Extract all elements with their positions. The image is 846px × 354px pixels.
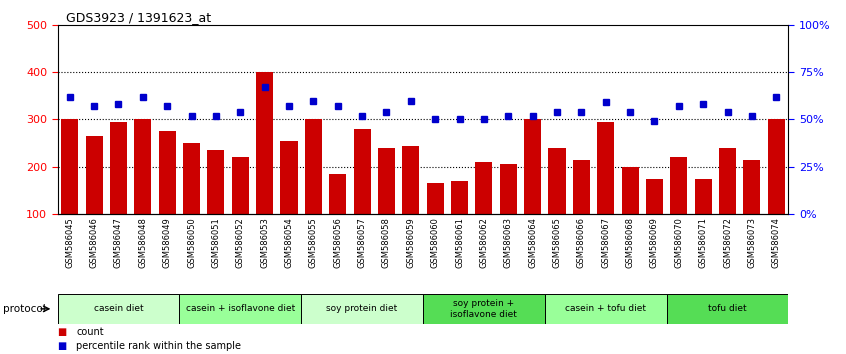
Bar bbox=[622, 167, 639, 214]
Text: GDS3923 / 1391623_at: GDS3923 / 1391623_at bbox=[66, 11, 212, 24]
Text: protocol: protocol bbox=[3, 304, 46, 314]
Bar bbox=[159, 131, 176, 214]
Text: soy protein diet: soy protein diet bbox=[327, 304, 398, 313]
Bar bbox=[719, 148, 736, 214]
Bar bbox=[135, 119, 151, 214]
Bar bbox=[354, 129, 371, 214]
Bar bbox=[403, 145, 420, 214]
Bar bbox=[61, 119, 78, 214]
Bar bbox=[695, 179, 711, 214]
Bar bbox=[256, 72, 273, 214]
Bar bbox=[232, 157, 249, 214]
Bar bbox=[475, 162, 492, 214]
Bar bbox=[58, 294, 179, 324]
Bar bbox=[179, 294, 301, 324]
Text: ■: ■ bbox=[58, 327, 67, 337]
Bar bbox=[667, 294, 788, 324]
Text: count: count bbox=[76, 327, 104, 337]
Text: ■: ■ bbox=[58, 341, 67, 350]
Bar bbox=[670, 157, 687, 214]
Bar bbox=[281, 141, 298, 214]
Bar bbox=[646, 179, 663, 214]
Bar bbox=[548, 148, 565, 214]
Bar bbox=[329, 174, 346, 214]
Bar bbox=[451, 181, 468, 214]
Bar bbox=[545, 294, 667, 324]
Text: soy protein +
isoflavone diet: soy protein + isoflavone diet bbox=[450, 299, 518, 319]
Bar bbox=[207, 150, 224, 214]
Bar bbox=[744, 160, 761, 214]
Text: casein + isoflavone diet: casein + isoflavone diet bbox=[185, 304, 295, 313]
Text: casein diet: casein diet bbox=[94, 304, 143, 313]
Bar bbox=[768, 119, 785, 214]
Text: percentile rank within the sample: percentile rank within the sample bbox=[76, 341, 241, 350]
Bar bbox=[573, 160, 590, 214]
Bar bbox=[301, 294, 423, 324]
Bar bbox=[378, 148, 395, 214]
Bar bbox=[423, 294, 545, 324]
Bar bbox=[85, 136, 102, 214]
Bar bbox=[597, 122, 614, 214]
Bar bbox=[305, 119, 321, 214]
Bar bbox=[525, 119, 541, 214]
Bar bbox=[426, 183, 443, 214]
Text: tofu diet: tofu diet bbox=[708, 304, 747, 313]
Bar bbox=[110, 122, 127, 214]
Bar bbox=[183, 143, 200, 214]
Text: casein + tofu diet: casein + tofu diet bbox=[565, 304, 646, 313]
Bar bbox=[500, 165, 517, 214]
